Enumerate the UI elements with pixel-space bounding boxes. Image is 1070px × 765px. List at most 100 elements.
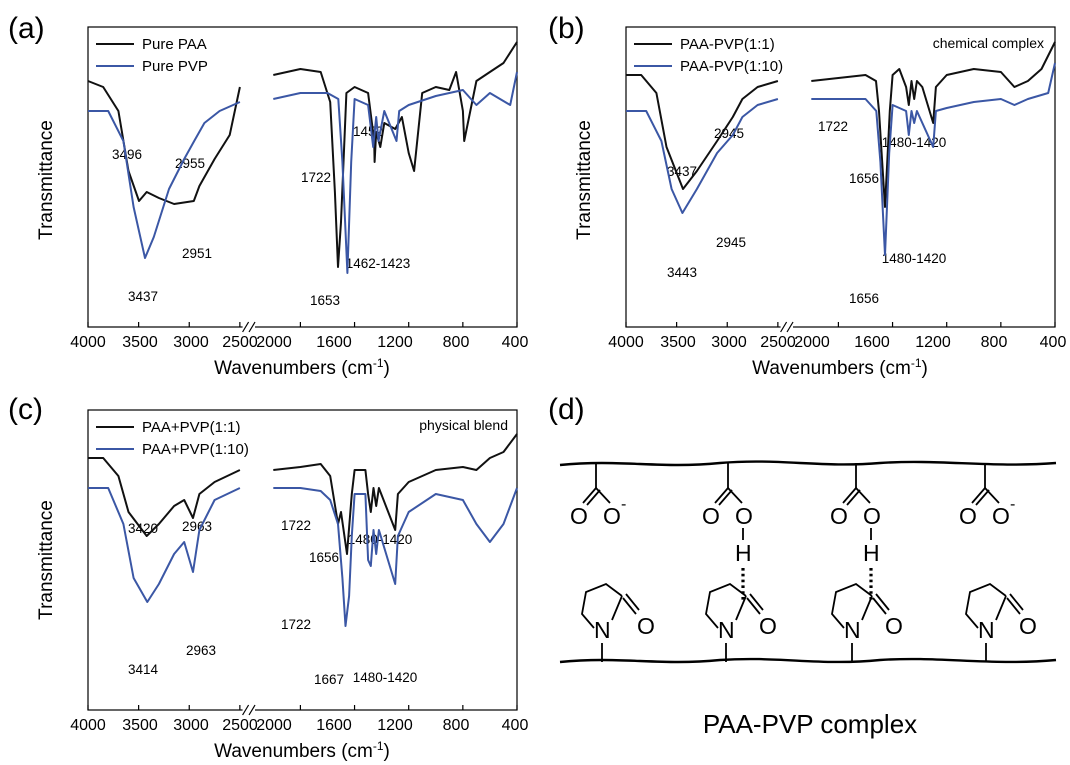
- bond: [625, 593, 640, 611]
- atom-o: O: [735, 503, 753, 529]
- panel-a: (a) Pure PAA Pure PVP Transmittance Wave…: [8, 12, 528, 379]
- atom-o: O: [637, 613, 655, 639]
- peak-label: 1722: [301, 170, 331, 185]
- panel-c-peak-labels: 3420 2963 1722 1656 1480-1420 3414 2963 …: [128, 518, 417, 687]
- peak-label: 1480-1420: [882, 251, 947, 266]
- tick-label: 1600: [316, 334, 352, 351]
- axis-break-mark: [786, 321, 794, 333]
- tick-label: 800: [443, 334, 470, 351]
- peak-label: 1722: [281, 617, 311, 632]
- atom-n: N: [978, 617, 995, 643]
- atom-o: O: [885, 613, 903, 639]
- peak-label: 1480-1420: [353, 670, 418, 685]
- peak-label: 3414: [128, 662, 159, 677]
- peak-label: 1653: [310, 293, 340, 308]
- bond: [995, 595, 1007, 621]
- tick-label: 2000: [256, 334, 292, 351]
- legend-label-paa-plus-pvp-1-1: PAA+PVP(1:1): [142, 419, 241, 436]
- atom-o: O: [603, 503, 621, 529]
- tick-label: 4000: [608, 334, 644, 351]
- axis-break-mark: [780, 321, 788, 333]
- panel-b-frame: [625, 26, 1056, 328]
- bond: [595, 487, 611, 504]
- bond: [714, 487, 729, 504]
- pyrrolidone-ring-4: N O: [965, 582, 1037, 662]
- series-line-paa-pvp-1-1--seg1: [88, 457, 241, 537]
- panel-b-note: chemical complex: [933, 35, 1044, 51]
- bond: [622, 597, 637, 615]
- atom-o: O: [702, 503, 720, 529]
- peak-label: 1656: [309, 550, 339, 565]
- ring-bonds: [705, 582, 747, 629]
- tick-label: 1200: [377, 717, 413, 734]
- bond: [611, 595, 623, 621]
- atom-o: O: [759, 613, 777, 639]
- axis-break-mask: [242, 321, 256, 333]
- atom-o: O: [830, 503, 848, 529]
- atom-o: O: [959, 503, 977, 529]
- tick-label: 2000: [256, 717, 292, 734]
- peak-label: 1462-1423: [346, 256, 411, 271]
- panel-a-y-axis-label: Transmittance: [36, 120, 57, 240]
- tick-label: 400: [1040, 334, 1067, 351]
- panel-c-note: physical blend: [419, 417, 508, 433]
- series-line-paa-pvp-1-10--seg1: [88, 487, 241, 603]
- axis-break-mark: [242, 321, 250, 333]
- tick-label: 400: [502, 334, 529, 351]
- peak-label: 2955: [175, 156, 205, 171]
- bond: [1009, 593, 1024, 611]
- axis-break-mark: [242, 704, 250, 716]
- complex-title: PAA-PVP complex: [703, 709, 917, 739]
- bond: [749, 593, 764, 611]
- peak-label: 1667: [314, 672, 344, 687]
- panel-c-x-ticks: 4000 3500 3000 2500 2000 1600 1200 800 4…: [70, 717, 528, 734]
- bond: [1006, 597, 1021, 615]
- tick-label: 1600: [854, 334, 890, 351]
- bond: [727, 487, 743, 504]
- tick-label: 3500: [122, 717, 158, 734]
- charge-minus: -: [1010, 496, 1015, 513]
- legend-label-paa-pvp-1-1: PAA-PVP(1:1): [680, 36, 775, 53]
- bond: [872, 597, 887, 615]
- panel-a-legend: Pure PAA Pure PVP: [96, 36, 208, 75]
- carboxylic-acid-group-3: O O H: [830, 463, 881, 602]
- series-line-paa-pvp-1-1--seg1: [626, 74, 779, 190]
- tick-label: 4000: [70, 334, 106, 351]
- peak-label: 3496: [112, 147, 142, 162]
- axis-break-mark: [248, 704, 256, 716]
- panel-c-y-axis-label: Transmittance: [36, 500, 57, 620]
- panel-a-x-axis-label: Wavenumbers (cm-1): [214, 356, 390, 379]
- tick-label: 1200: [915, 334, 951, 351]
- atom-n: N: [718, 617, 735, 643]
- bond: [855, 487, 871, 504]
- panel-b-y-axis-label: Transmittance: [574, 120, 595, 240]
- panel-c-frame: [87, 409, 518, 711]
- legend-label-paa-pvp-1-10: PAA-PVP(1:10): [680, 58, 783, 75]
- peak-label: 1480-1420: [348, 532, 413, 547]
- pyrrolidone-ring-3: N O: [831, 582, 903, 662]
- bond: [842, 487, 857, 504]
- atom-o: O: [1019, 613, 1037, 639]
- pyrrolidone-ring-2: N O: [705, 582, 777, 662]
- series-line-pure-paa-seg2: [273, 41, 518, 268]
- atom-n: N: [844, 617, 861, 643]
- series-line-paa-pvp-1-10--seg2: [811, 62, 1056, 256]
- atom-o: O: [992, 503, 1010, 529]
- peak-label: 3437: [128, 289, 158, 304]
- series-line-paa-pvp-1-10--seg2: [273, 487, 518, 627]
- series-line-pure-pvp-seg1: [88, 101, 241, 259]
- atom-n: N: [594, 617, 611, 643]
- axis-break-mask: [780, 321, 794, 333]
- panel-b: (b) PAA-PVP(1:1) PAA-PVP(1:10) chemical …: [548, 12, 1066, 379]
- peak-label: 1480-1420: [882, 135, 947, 150]
- panel-b-letter: (b): [548, 12, 585, 45]
- tick-label: 3000: [711, 334, 747, 351]
- legend-label-pure-pvp: Pure PVP: [142, 58, 208, 75]
- atom-h: H: [735, 540, 752, 566]
- tick-label: 2500: [222, 717, 258, 734]
- peak-label: 1656: [849, 291, 879, 306]
- tick-label: 2000: [794, 334, 830, 351]
- bond: [586, 489, 601, 506]
- peak-label: 3443: [667, 265, 697, 280]
